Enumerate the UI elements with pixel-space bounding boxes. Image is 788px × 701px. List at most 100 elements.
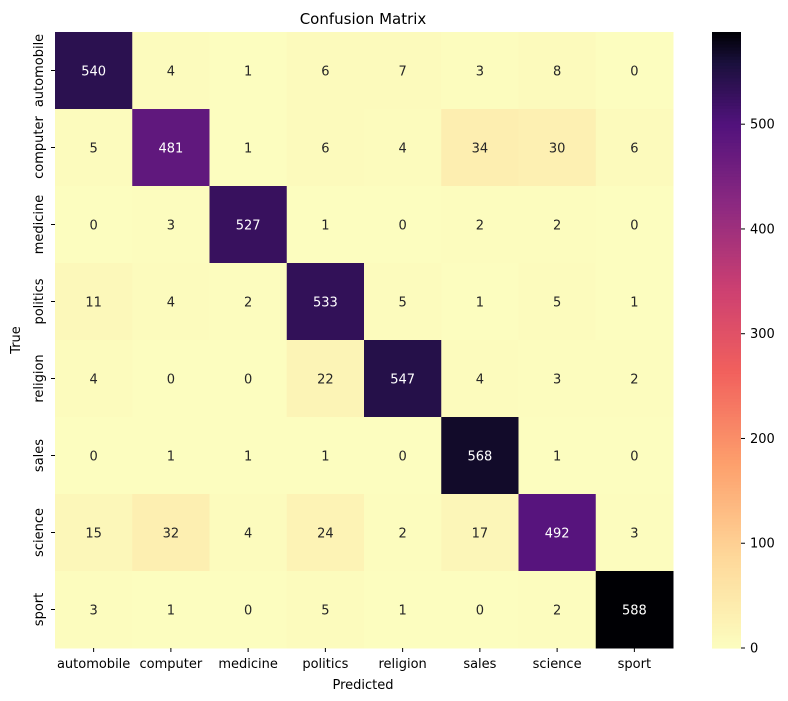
colorbar-segment [712,355,741,360]
heatmap-cell [595,32,674,110]
heatmap-cell [286,417,365,495]
heatmap-cell [518,186,597,264]
colorbar-segment [712,38,741,42]
cell-value-label: 1 [630,296,638,311]
colorbar-segment [712,352,741,356]
colorbar-segment [712,127,741,132]
x-tick-label: computer [140,657,203,672]
cell-value-label: 3 [167,219,175,234]
colorbar-segment [712,32,741,36]
y-tick-label: sales [32,439,47,472]
colorbar-segment [712,139,741,144]
y-tick-label: medicine [32,195,47,255]
colorbar-segment [712,583,741,587]
colorbar-segment [712,142,741,147]
heatmap-cell [441,417,519,495]
heatmap-cell [518,263,597,341]
colorbar-segment [712,407,741,412]
heatmap-cell [132,571,210,649]
colorbar-segment [712,595,741,600]
colorbar-segment [712,349,741,353]
colorbar-segment [712,574,741,578]
colorbar-segment [712,109,741,113]
colorbar-segment [712,564,741,569]
cell-value-label: 3 [476,65,484,80]
colorbar-segment [712,364,741,369]
cell-value-label: 4 [167,65,175,80]
colorbar-segment [712,321,741,326]
colorbar-segment [712,72,741,76]
colorbar-segment [712,158,741,162]
colorbar-segment [712,35,741,39]
colorbar-segment [712,617,741,621]
cell-value-label: 5 [398,296,406,311]
colorbar-segment [712,509,741,514]
x-axis-ticks: automobile computer medicine politics religi… [57,648,651,672]
colorbar-segment [712,447,741,452]
colorbar-segment [712,543,741,547]
heatmap-cell [441,263,519,341]
x-tick-label: science [533,657,582,672]
colorbar-segment [712,571,741,575]
colorbar-segment [712,41,741,45]
colorbar-segment [712,635,741,640]
cell-value-label: 492 [545,527,570,542]
heatmap-cell [518,109,597,187]
colorbar-segment [712,370,741,375]
heatmap-cell [209,109,288,187]
cell-value-label: 0 [630,219,638,234]
colorbar-segment [712,219,741,224]
colorbar-segment [712,263,741,267]
colorbar-segment [712,124,741,129]
cell-value-label: 1 [553,450,561,465]
heatmap-cell [209,571,288,649]
heatmap-cell [595,109,674,187]
y-tick-label: politics [32,278,47,324]
heatmap-cells [55,32,674,649]
cell-value-label: 2 [553,219,561,234]
colorbar-segment [712,469,741,474]
colorbar-segment [712,207,741,212]
colorbar-segment [712,244,741,249]
colorbar-segment [712,105,741,110]
heatmap-cell [364,494,442,572]
cell-value-label: 5 [89,142,97,157]
colorbar-segment [712,90,741,95]
cell-value-label: 0 [89,450,97,465]
x-tick-label: sport [618,657,651,672]
heatmap-cell [209,263,288,341]
colorbar-segment [712,210,741,215]
colorbar-segment [712,266,741,270]
colorbar-segment [712,540,741,544]
colorbar-segment [712,438,741,443]
colorbar-segment [712,629,741,634]
heatmap-cell [209,340,288,418]
colorbar-segment [712,457,741,461]
heatmap-cell [364,109,442,187]
colorbar-segment [712,614,741,618]
cell-value-label: 0 [244,604,252,619]
colorbar-segment [712,435,741,440]
cell-value-label: 0 [630,450,638,465]
colorbar-segment [712,259,741,264]
heatmap-cell [132,417,210,495]
cell-value-label: 5 [553,296,561,311]
colorbar-segment [712,549,741,554]
cell-value-label: 4 [476,373,484,388]
colorbar-segment [712,333,741,338]
heatmap-cell [286,340,365,418]
colorbar-segment [712,309,741,313]
cell-value-label: 15 [85,527,102,542]
colorbar-segment [712,195,741,199]
x-tick-label: religion [378,657,426,672]
colorbar-segment [712,324,741,329]
heatmap-cell [286,109,365,187]
colorbar-segment [712,380,741,384]
cell-value-label: 22 [317,373,334,388]
colorbar-segment [712,395,741,400]
y-tick-label: religion [32,354,47,402]
cell-value-label: 3 [553,373,561,388]
colorbar-segment [712,315,741,320]
colorbar-segment [712,487,741,492]
